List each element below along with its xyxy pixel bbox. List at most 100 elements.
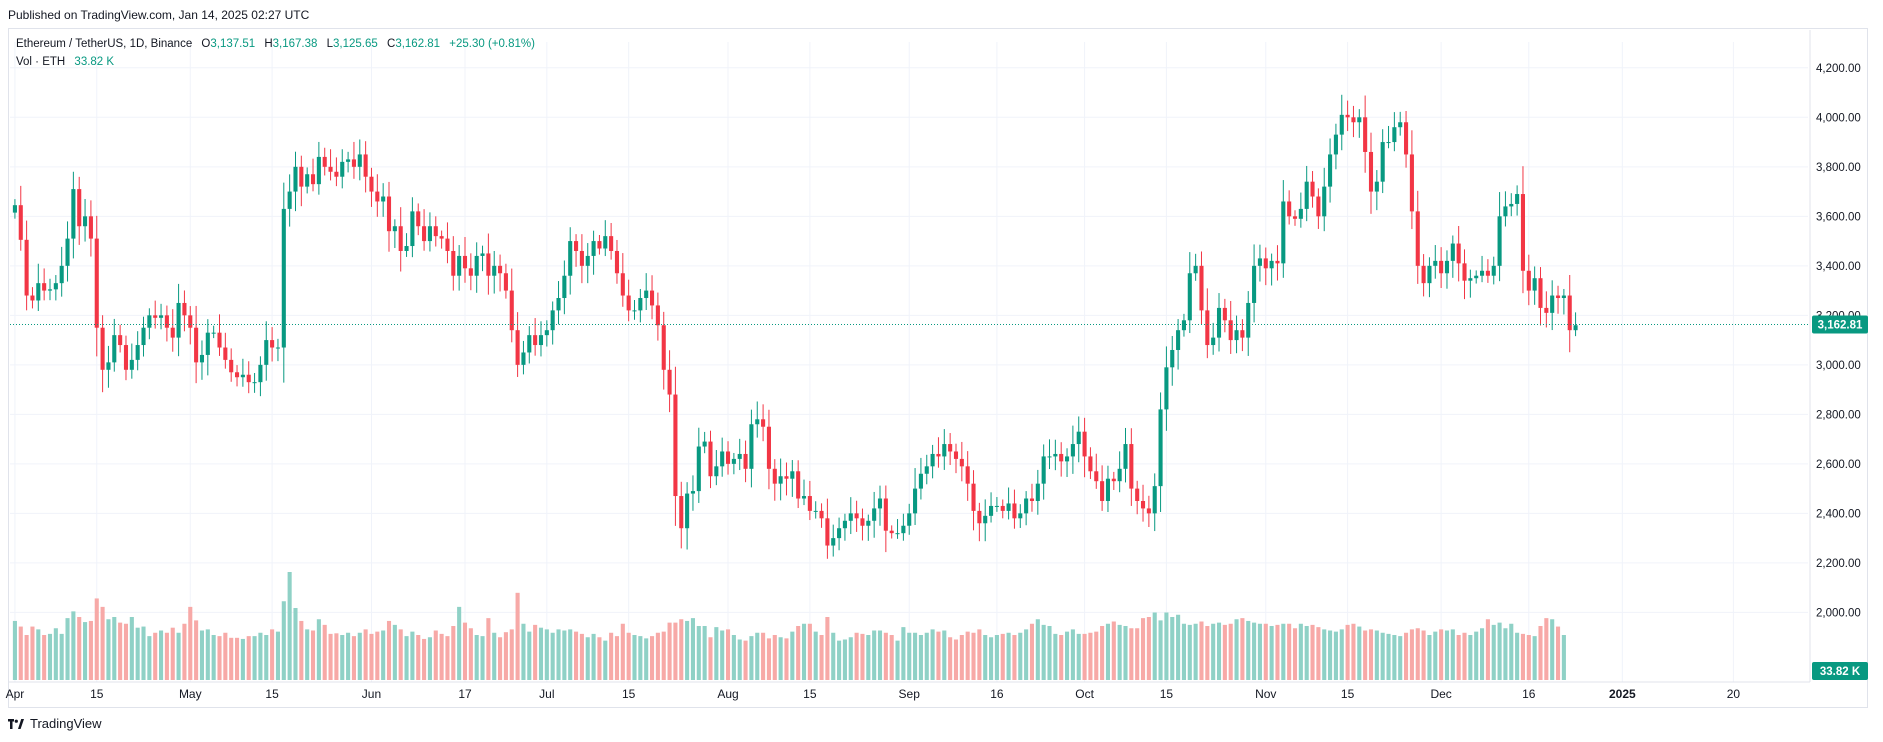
candle-body: [351, 159, 356, 167]
volume-label[interactable]: Vol · ETH: [16, 56, 66, 68]
volume-bar: [521, 623, 526, 680]
candle-body: [1053, 453, 1058, 457]
x-tick-label: Aug: [717, 687, 738, 701]
volume-bar: [1456, 635, 1461, 680]
candle-body: [848, 513, 853, 521]
volume-bar: [1404, 632, 1409, 680]
y-tick-label: 2,600.00: [1816, 459, 1861, 471]
volume-bar: [673, 622, 678, 680]
volume-bar: [1450, 629, 1455, 680]
volume-bar: [1129, 628, 1134, 680]
volume-bar: [53, 628, 58, 680]
volume-bar: [819, 635, 824, 680]
candle-body: [1462, 263, 1467, 281]
candle-body: [959, 458, 964, 467]
volume-bar: [1538, 626, 1543, 680]
candle-body: [451, 250, 456, 276]
volume-bar: [837, 640, 842, 680]
volume-bar: [597, 637, 602, 680]
candle-body: [42, 283, 47, 291]
volume-bar: [270, 629, 275, 680]
volume-bar: [24, 635, 29, 680]
candle-body: [1415, 211, 1420, 266]
candle-body: [1298, 208, 1303, 219]
candle-body: [205, 332, 210, 355]
chart-frame[interactable]: [8, 28, 1868, 708]
candle-body: [12, 205, 17, 213]
candle-body: [644, 290, 649, 299]
candle-body: [1240, 330, 1245, 338]
tradingview-logo-icon[interactable]: [8, 718, 24, 729]
volume-bar: [65, 618, 70, 680]
y-tick-label: 3,000.00: [1816, 360, 1861, 372]
volume-bar: [1018, 632, 1023, 680]
candle-body: [1246, 302, 1251, 338]
candle-body: [819, 510, 824, 519]
volume-bar: [883, 632, 888, 680]
volume-bar: [492, 632, 497, 680]
candle-body: [94, 238, 99, 328]
volume-bar: [1181, 623, 1186, 680]
candle-body: [246, 374, 251, 383]
volume-bar: [1421, 630, 1426, 680]
volume-bar: [305, 629, 310, 680]
candle-body: [1427, 265, 1432, 284]
volume-bar: [696, 626, 701, 680]
candle-body: [796, 471, 801, 499]
volume-bar: [1310, 624, 1315, 680]
volume-bar: [679, 619, 684, 680]
x-tick-label: Sep: [899, 687, 921, 701]
current-volume-tag: [1812, 662, 1868, 680]
candle-body: [766, 426, 771, 469]
candle-body: [135, 345, 140, 360]
published-caption: Published on TradingView.com, Jan 14, 20…: [8, 8, 310, 22]
candle-body: [1328, 154, 1333, 187]
candle-body: [585, 255, 590, 266]
footer-brand[interactable]: TradingView: [30, 716, 102, 731]
volume-bar: [88, 620, 93, 680]
open-value: 3,137.51: [210, 38, 256, 50]
volume-bar: [1292, 628, 1298, 680]
high-label: H: [264, 38, 273, 50]
candle-body: [1129, 444, 1134, 489]
candle-body: [1497, 216, 1502, 266]
candle-body: [1064, 456, 1070, 462]
candle-body: [416, 211, 421, 227]
candle-body: [778, 476, 783, 484]
candle-body: [860, 518, 865, 526]
current-price-tag: [1812, 315, 1868, 334]
volume-bar: [1509, 623, 1514, 680]
volume-bar: [1415, 628, 1420, 680]
symbol-label[interactable]: Ethereum / TetherUS, 1D, Binance: [16, 38, 193, 50]
volume-bar: [1468, 635, 1473, 680]
volume-bar: [609, 632, 614, 680]
volume-bar: [655, 632, 660, 680]
candle-body: [702, 441, 707, 447]
candle-body: [609, 236, 614, 251]
volume-bar: [1094, 631, 1099, 680]
volume-bar: [913, 632, 918, 680]
candle-body: [153, 315, 158, 318]
candle-body: [1140, 500, 1146, 509]
volume-bar: [1374, 630, 1379, 680]
y-tick-label: 3,600.00: [1816, 211, 1861, 223]
volume-bar: [1006, 632, 1011, 680]
volume-bar: [574, 631, 579, 680]
volume-bar: [410, 631, 415, 680]
candle-body: [533, 335, 538, 346]
volume-bar: [1257, 623, 1262, 680]
volume-bar: [1152, 612, 1157, 680]
candle-body: [842, 520, 847, 529]
candle-body: [1310, 181, 1315, 197]
candle-body: [159, 315, 164, 318]
candle-body: [620, 273, 625, 296]
current-price-label: 3,162.81: [1818, 320, 1863, 332]
candle-body: [47, 289, 53, 291]
volume-bar: [1082, 633, 1087, 680]
candle-body: [1363, 117, 1368, 152]
volume-bar: [1029, 623, 1035, 680]
candle-body: [1333, 134, 1338, 155]
volume-bar: [252, 636, 257, 680]
candle-body: [1380, 142, 1385, 182]
